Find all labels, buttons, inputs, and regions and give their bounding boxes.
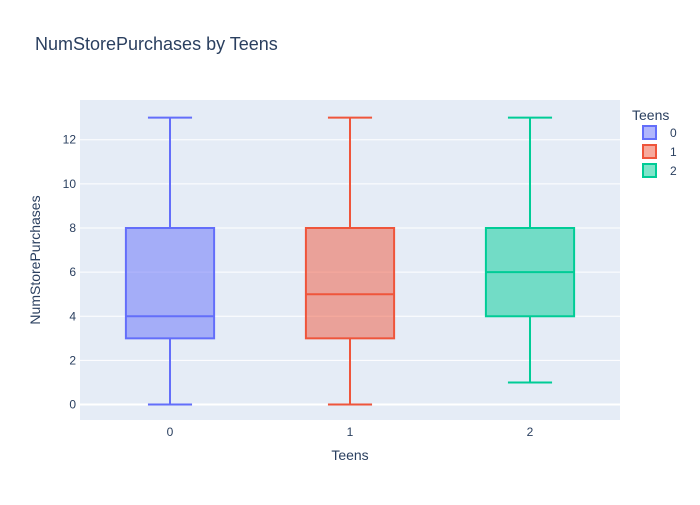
box-1: [304, 116, 396, 406]
legend: Teens 0 1 2: [632, 107, 677, 178]
x-tick-label: 2: [527, 425, 534, 439]
box-0: [124, 116, 216, 406]
y-tick-label: 6: [69, 265, 76, 279]
legend-swatch: [642, 163, 657, 178]
legend-title: Teens: [632, 107, 669, 123]
y-axis-ticks: 0 2 4 6 8 10 12: [63, 133, 77, 412]
legend-item-0: 0: [642, 125, 677, 140]
iqr-box: [304, 227, 396, 340]
y-tick-label: 12: [63, 133, 77, 147]
chart-title: NumStorePurchases by Teens: [35, 34, 278, 54]
legend-label: 0: [670, 126, 677, 140]
y-tick-label: 0: [69, 398, 76, 412]
legend-item-1: 1: [642, 144, 677, 159]
legend-items: 0 1 2: [642, 125, 677, 178]
x-axis-ticks: 0 1 2: [167, 425, 534, 439]
x-tick-label: 1: [347, 425, 354, 439]
legend-swatch: [642, 144, 657, 159]
legend-swatch: [642, 125, 657, 140]
y-tick-label: 10: [63, 177, 77, 191]
box-2: [484, 116, 576, 384]
legend-label: 2: [670, 164, 677, 178]
y-axis-label: NumStorePurchases: [27, 195, 43, 324]
y-tick-label: 8: [69, 221, 76, 235]
x-axis-label: Teens: [331, 447, 368, 463]
y-tick-label: 2: [69, 353, 76, 367]
iqr-box: [124, 227, 216, 340]
y-tick-label: 4: [69, 309, 76, 323]
legend-label: 1: [670, 145, 677, 159]
legend-item-2: 2: [642, 163, 677, 178]
boxes: [124, 116, 576, 406]
x-tick-label: 0: [167, 425, 174, 439]
